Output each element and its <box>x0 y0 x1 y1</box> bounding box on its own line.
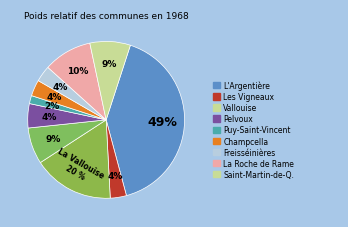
Wedge shape <box>30 96 106 120</box>
Legend: L'Argentière, Les Vigneaux, Vallouise, Pelvoux, Puy-Saint-Vincent, Champcella, F: L'Argentière, Les Vigneaux, Vallouise, P… <box>212 80 295 180</box>
Wedge shape <box>28 104 106 128</box>
Wedge shape <box>32 81 106 120</box>
Wedge shape <box>106 120 126 198</box>
Text: 49%: 49% <box>148 115 177 128</box>
Text: 9%: 9% <box>45 135 61 143</box>
Wedge shape <box>28 120 106 163</box>
Wedge shape <box>90 42 130 120</box>
Text: 4%: 4% <box>53 83 68 92</box>
Wedge shape <box>48 44 106 120</box>
Wedge shape <box>40 120 110 198</box>
Text: 4%: 4% <box>47 93 62 102</box>
Text: 4%: 4% <box>42 113 57 122</box>
Text: 9%: 9% <box>101 60 117 69</box>
Wedge shape <box>38 68 106 120</box>
Wedge shape <box>106 46 184 196</box>
Text: 4%: 4% <box>107 171 122 180</box>
Text: 2%: 2% <box>44 101 59 110</box>
Text: La Vallouise
20 %: La Vallouise 20 % <box>51 146 105 189</box>
Text: 10%: 10% <box>67 67 89 76</box>
Title: Poids relatif des communes en 1968: Poids relatif des communes en 1968 <box>24 12 189 20</box>
